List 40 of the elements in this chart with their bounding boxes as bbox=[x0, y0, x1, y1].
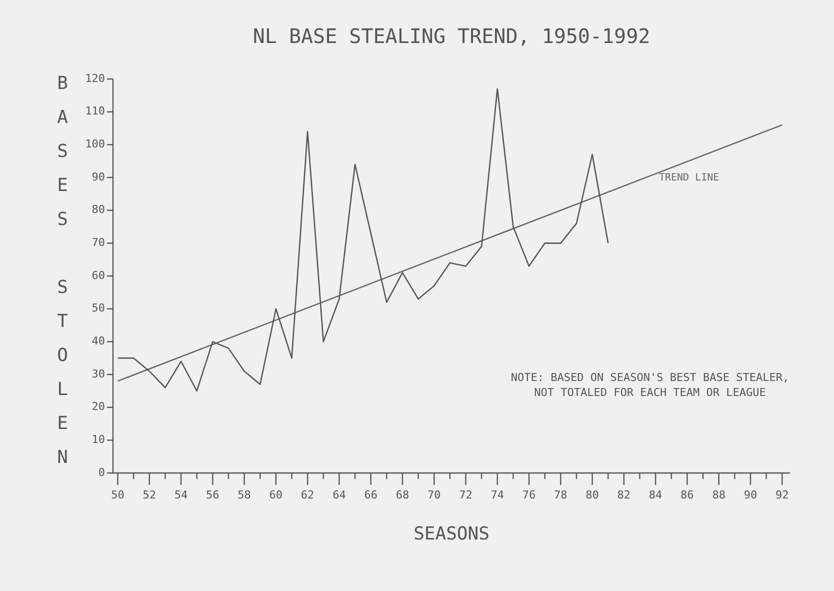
y-tick-label: 100 bbox=[85, 138, 105, 151]
x-tick-label: 54 bbox=[174, 488, 188, 502]
y-tick-label: 110 bbox=[85, 104, 105, 118]
y-tick-label: 60 bbox=[92, 268, 105, 282]
x-tick-label: 68 bbox=[396, 488, 410, 502]
x-tick-label: 82 bbox=[617, 488, 631, 502]
x-tick-label: 66 bbox=[364, 488, 378, 502]
y-tick-label: 90 bbox=[92, 170, 105, 184]
y-tick-label: 50 bbox=[92, 302, 105, 315]
y-axis-title: BASES STOLEN bbox=[52, 73, 73, 481]
x-tick-label: 86 bbox=[680, 488, 694, 502]
x-tick-label: 52 bbox=[142, 488, 156, 502]
x-tick-label: 70 bbox=[427, 488, 441, 502]
x-tick-label: 64 bbox=[332, 488, 346, 502]
x-tick-label: 78 bbox=[554, 488, 568, 502]
x-tick-label: 72 bbox=[459, 488, 472, 502]
x-tick-label: 60 bbox=[269, 488, 283, 502]
y-tick-label: 20 bbox=[92, 400, 105, 414]
annotation: NOTE: BASED ON SEASON'S BEST BASE STEALER, NOT TOTALED FOR EACH TEAM OR LEAGUE bbox=[510, 370, 790, 399]
series-label: TREND LINE bbox=[658, 172, 720, 184]
x-tick-label: 56 bbox=[206, 488, 220, 502]
x-tick-label: 76 bbox=[522, 488, 536, 502]
x-axis-title: SEASONS bbox=[414, 524, 490, 545]
y-tick-label: 120 bbox=[85, 72, 105, 85]
y-tick-label: 80 bbox=[92, 203, 105, 216]
y-tick-label: 70 bbox=[92, 236, 105, 250]
chart-title: NL BASE STEALING TREND, 1950-1992 bbox=[252, 24, 650, 48]
y-tick-label: 10 bbox=[92, 433, 105, 446]
x-tick-label: 74 bbox=[490, 488, 504, 502]
x-tick-label: 92 bbox=[775, 488, 789, 502]
x-tick-label: 84 bbox=[648, 488, 663, 502]
x-tick-label: 58 bbox=[238, 488, 251, 502]
x-tick-label: 90 bbox=[744, 488, 758, 502]
y-tick-label: 30 bbox=[92, 367, 105, 380]
y-tick-label: 40 bbox=[92, 334, 105, 348]
x-tick-label: 62 bbox=[300, 488, 314, 502]
y-tick-label: 0 bbox=[98, 466, 105, 479]
x-tick-label: 80 bbox=[586, 488, 599, 502]
x-tick-label: 50 bbox=[111, 488, 124, 502]
x-tick-label: 88 bbox=[712, 488, 726, 502]
